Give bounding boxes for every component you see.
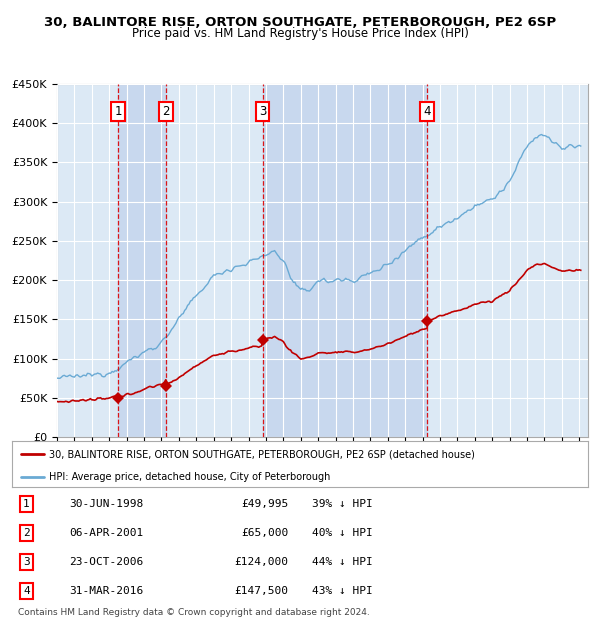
Text: Contains HM Land Registry data © Crown copyright and database right 2024.: Contains HM Land Registry data © Crown c… [18, 608, 370, 618]
Text: 1: 1 [23, 499, 30, 509]
Text: 4: 4 [423, 105, 431, 118]
Bar [118, 84, 166, 437]
Text: HPI: Average price, detached house, City of Peterborough: HPI: Average price, detached house, City… [49, 472, 331, 482]
Text: 30-JUN-1998: 30-JUN-1998 [70, 499, 144, 509]
Text: 30, BALINTORE RISE, ORTON SOUTHGATE, PETERBOROUGH, PE2 6SP (detached house): 30, BALINTORE RISE, ORTON SOUTHGATE, PET… [49, 449, 475, 459]
Text: 3: 3 [259, 105, 266, 118]
Text: £49,995: £49,995 [241, 499, 289, 509]
Text: 4: 4 [23, 586, 30, 596]
Text: £124,000: £124,000 [235, 557, 289, 567]
Text: 43% ↓ HPI: 43% ↓ HPI [311, 586, 372, 596]
Text: 30, BALINTORE RISE, ORTON SOUTHGATE, PETERBOROUGH, PE2 6SP: 30, BALINTORE RISE, ORTON SOUTHGATE, PET… [44, 16, 556, 29]
Text: 23-OCT-2006: 23-OCT-2006 [70, 557, 144, 567]
Text: 1: 1 [114, 105, 122, 118]
Text: 31-MAR-2016: 31-MAR-2016 [70, 586, 144, 596]
Text: £65,000: £65,000 [241, 528, 289, 538]
Text: Price paid vs. HM Land Registry's House Price Index (HPI): Price paid vs. HM Land Registry's House … [131, 27, 469, 40]
Text: 3: 3 [23, 557, 30, 567]
Text: 06-APR-2001: 06-APR-2001 [70, 528, 144, 538]
Text: 44% ↓ HPI: 44% ↓ HPI [311, 557, 372, 567]
Text: 39% ↓ HPI: 39% ↓ HPI [311, 499, 372, 509]
Text: £147,500: £147,500 [235, 586, 289, 596]
Bar [263, 84, 427, 437]
Text: 40% ↓ HPI: 40% ↓ HPI [311, 528, 372, 538]
Text: 2: 2 [163, 105, 170, 118]
Text: 2: 2 [23, 528, 30, 538]
